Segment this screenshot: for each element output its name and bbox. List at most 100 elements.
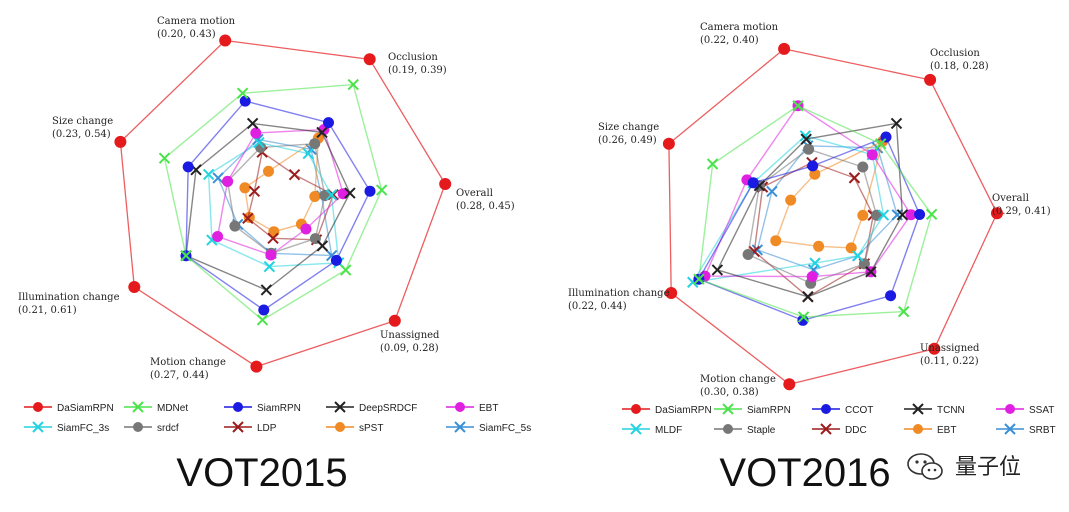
axis-label-illumination-change: Illumination change — [18, 292, 120, 303]
legend-item-staple: Staple — [714, 424, 776, 436]
point-ebt-illumination-change — [212, 231, 224, 242]
axis-range-motion-change: (0.27, 0.44) — [150, 370, 209, 381]
point-mdnet-occlusion — [347, 78, 359, 91]
legend-marker — [233, 402, 243, 412]
point-ebt-illumination-change — [770, 235, 782, 247]
point-tcnn-camera-motion — [800, 133, 812, 145]
point-ddc-occlusion — [848, 172, 861, 184]
axis-label-unassigned: Unassigned — [380, 330, 440, 341]
point-deepsrdcf-motion-change — [260, 284, 273, 296]
legend-marker — [1005, 404, 1015, 414]
axis-label-motion-change: Motion change — [700, 374, 776, 385]
point-siamfc-3s-camera-motion — [253, 136, 265, 149]
axis-label-size-change: Size change — [598, 122, 659, 133]
point-staple-occlusion — [857, 161, 869, 173]
point-tcnn-occlusion — [890, 117, 903, 130]
point-deepsrdcf-occlusion — [316, 126, 328, 139]
axis-range-size-change: (0.23, 0.54) — [52, 129, 111, 140]
series-line-deepsrdcf — [185, 122, 351, 291]
chart-title: VOT2016 — [719, 451, 890, 495]
point-siamrpn-motion-change — [797, 311, 810, 323]
legend-item-dasiamrpn: DaSiamRPN — [622, 404, 712, 416]
point-ebt-size-change — [785, 194, 797, 206]
legend-item-ebt: EBT — [904, 424, 956, 436]
legend-item-ddc: DDC — [812, 423, 867, 436]
series-ebt — [770, 135, 889, 254]
legend-label: Staple — [747, 425, 776, 436]
series-dasiamrpn — [114, 34, 452, 373]
point-dasiamrpn-overall — [991, 207, 1003, 220]
series-line-siamrpn — [185, 100, 371, 311]
legend-label: DaSiamRPN — [655, 405, 712, 416]
point-mldf-motion-change — [809, 257, 821, 269]
point-staple-camera-motion — [803, 143, 815, 155]
axis-range-unassigned: (0.11, 0.22) — [920, 356, 979, 367]
legend-item-spst: sPST — [326, 422, 383, 434]
point-siamfc-3s-overall — [325, 189, 338, 201]
point-mdnet-size-change — [158, 152, 171, 164]
point-ccot-overall — [914, 209, 926, 220]
legend-label: SiamRPN — [747, 405, 791, 416]
series-tcnn — [711, 117, 909, 303]
point-staple-illumination-change — [742, 249, 754, 260]
point-spst-overall — [309, 191, 321, 202]
point-ldp-motion-change — [267, 232, 279, 245]
point-siamrpn-occlusion — [875, 138, 887, 150]
point-mdnet-overall — [375, 184, 388, 196]
legend-label: sPST — [359, 423, 383, 434]
point-siamrpn-camera-motion — [239, 95, 251, 107]
point-ccot-camera-motion — [807, 160, 819, 172]
axis-label-size-change: Size change — [52, 116, 113, 127]
series-ebt — [212, 124, 349, 261]
point-ebt-motion-change — [813, 240, 825, 252]
legend-marker — [132, 401, 144, 413]
point-ssat-occlusion — [866, 149, 878, 161]
axis-label-camera-motion: Camera motion — [700, 22, 779, 33]
axis-range-occlusion: (0.19, 0.39) — [388, 65, 447, 76]
legend-item-ssat: SSAT — [996, 404, 1054, 416]
axis-range-camera-motion: (0.22, 0.40) — [700, 35, 759, 46]
point-siamfc-3s-size-change — [202, 168, 215, 181]
legend-item-siamfc-3s: SiamFC_3s — [24, 421, 109, 434]
axis-range-occlusion: (0.18, 0.28) — [930, 61, 989, 72]
legend-item-siamfc-5s: SiamFC_5s — [446, 421, 531, 434]
point-dasiamrpn-illumination-change — [128, 281, 141, 293]
legend-label: EBT — [479, 403, 498, 414]
axis-label-overall: Overall — [992, 193, 1029, 204]
axis-range-illumination-change: (0.21, 0.61) — [18, 305, 77, 316]
point-ldp-size-change — [248, 185, 261, 197]
point-tcnn-unassigned — [865, 266, 877, 278]
legend-marker — [334, 401, 346, 413]
point-siamrpn-size-change — [182, 161, 194, 173]
watermark-text: 量子位 — [955, 455, 1021, 480]
point-ebt-overall — [857, 209, 869, 221]
series-mdnet — [158, 78, 388, 326]
radar-chart-vot2016: Camera motion (0.22, 0.40) Occlusion (0.18,… — [568, 22, 1056, 495]
legend-item-deepsrdcf: DeepSRDCF — [326, 401, 417, 414]
radar-chart-vot2015: Camera motion (0.20, 0.43) Occlusion (0.19,… — [18, 16, 531, 495]
point-dasiamrpn-unassigned — [388, 314, 401, 327]
point-srbt-illumination-change — [751, 244, 764, 256]
legend-label: srdcf — [157, 423, 179, 434]
series-line-dasiamrpn — [668, 48, 998, 386]
point-dasiamrpn-size-change — [662, 137, 675, 150]
axis-label-unassigned: Unassigned — [920, 343, 980, 354]
legend-label: CCOT — [845, 405, 873, 416]
point-ebt-size-change — [222, 175, 234, 187]
series-ssat — [699, 100, 917, 283]
point-deepsrdcf-unassigned — [316, 240, 329, 252]
point-siamfc-3s-motion-change — [263, 260, 276, 273]
point-ebt-camera-motion — [809, 168, 821, 180]
legend-item-dasiamrpn: DaSiamRPN — [24, 402, 114, 414]
point-ebt-motion-change — [265, 249, 277, 261]
point-dasiamrpn-unassigned — [928, 342, 941, 355]
legend-marker — [631, 404, 641, 414]
point-ccot-size-change — [747, 177, 759, 189]
legend-marker — [913, 424, 923, 434]
point-ssat-motion-change — [806, 271, 818, 283]
point-dasiamrpn-illumination-change — [665, 287, 678, 299]
legend-item-srbt: SRBT — [996, 423, 1056, 436]
axis-label-illumination-change: Illumination change — [568, 288, 670, 299]
point-siamfc-3s-occlusion — [302, 147, 314, 160]
series-line-siamrpn — [698, 104, 933, 318]
